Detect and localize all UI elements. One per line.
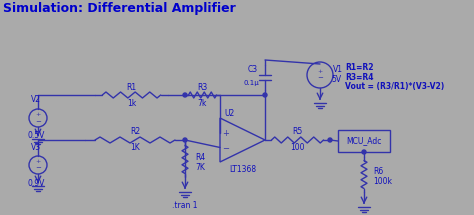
Text: V3: V3 [31, 143, 41, 152]
Circle shape [263, 93, 267, 97]
Text: 0.1μ: 0.1μ [243, 80, 259, 86]
Text: 7K: 7K [195, 163, 205, 172]
Circle shape [362, 150, 366, 154]
Text: −: − [222, 144, 229, 153]
Text: 7k: 7k [198, 98, 207, 108]
Circle shape [183, 93, 187, 97]
FancyBboxPatch shape [338, 130, 390, 152]
Text: +: + [318, 69, 323, 74]
Text: V2: V2 [31, 95, 41, 104]
Text: +: + [36, 112, 41, 117]
Text: 100k: 100k [373, 177, 392, 186]
Text: Simulation: Differential Amplifier: Simulation: Differential Amplifier [3, 2, 236, 15]
Text: U2: U2 [225, 109, 235, 118]
Text: 1k: 1k [127, 98, 136, 108]
Text: R4: R4 [195, 153, 205, 162]
Text: −: − [317, 75, 323, 81]
Text: V1: V1 [333, 66, 343, 75]
Text: 5V: 5V [331, 75, 341, 84]
Text: .tran 1: .tran 1 [172, 201, 198, 209]
Circle shape [328, 138, 332, 142]
Text: −: − [35, 118, 41, 124]
Text: −: − [35, 166, 41, 172]
Circle shape [183, 138, 187, 142]
Text: 0.9V: 0.9V [27, 178, 45, 187]
Text: R1=R2: R1=R2 [345, 63, 374, 72]
Text: R3: R3 [197, 83, 208, 92]
Text: C3: C3 [248, 65, 258, 74]
Text: R3=R4: R3=R4 [345, 72, 374, 81]
Text: +: + [36, 159, 41, 164]
Text: 1K: 1K [130, 143, 140, 152]
Text: R6: R6 [373, 166, 383, 175]
Text: R5: R5 [292, 127, 302, 137]
Text: R2: R2 [130, 127, 140, 137]
Text: 100: 100 [290, 143, 305, 152]
Text: Vout = (R3/R1)*(V3-V2): Vout = (R3/R1)*(V3-V2) [345, 83, 444, 92]
Text: R1: R1 [127, 83, 137, 92]
Text: MCU_Adc: MCU_Adc [346, 137, 382, 146]
Text: 0.5V: 0.5V [27, 132, 45, 140]
Text: +: + [223, 129, 229, 138]
Text: LT1368: LT1368 [229, 166, 256, 175]
